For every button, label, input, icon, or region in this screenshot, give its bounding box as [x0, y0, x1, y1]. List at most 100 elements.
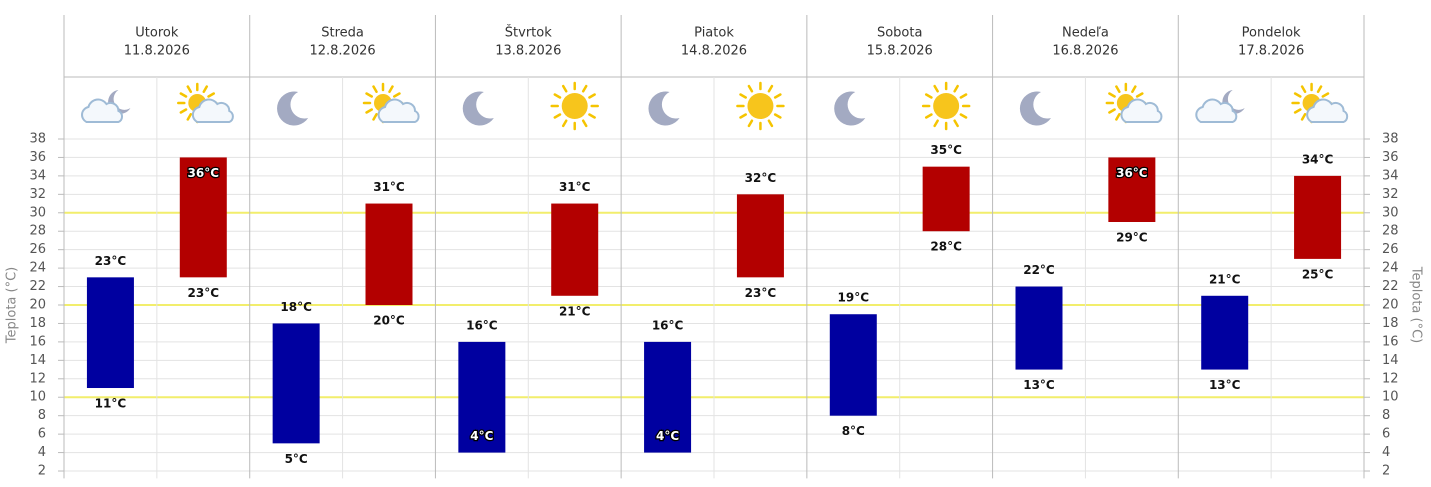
sun-ray	[959, 93, 968, 99]
value-label: 36°C	[188, 166, 220, 180]
sun-ray	[581, 84, 588, 93]
sun-ray	[747, 119, 754, 128]
value-label: 31°C	[373, 180, 405, 194]
value-label: 28°C	[930, 240, 962, 254]
value-label: 32°C	[745, 171, 777, 185]
sun-ray	[739, 113, 747, 119]
sun-ray	[588, 113, 596, 119]
y2-tick-label: 28	[1382, 224, 1399, 239]
sun-ray	[365, 92, 373, 98]
cloud	[377, 98, 420, 123]
sun-ray	[207, 92, 215, 98]
weather-icon	[81, 90, 131, 123]
y2-tick-label: 22	[1382, 279, 1399, 294]
y-tick-label: 30	[29, 205, 46, 220]
sun-ray	[773, 113, 782, 119]
value-label: 35°C	[930, 143, 962, 157]
range-bar	[1015, 286, 1063, 370]
moon	[1019, 91, 1051, 126]
value-label: 11°C	[95, 397, 127, 411]
value-label: 21°C	[559, 304, 591, 318]
sun-ray	[773, 93, 782, 99]
weather-icon	[462, 91, 494, 126]
value-label: 23°C	[188, 286, 220, 300]
value-label: 29°C	[1116, 230, 1148, 244]
y-tick-label: 36	[29, 150, 46, 165]
sun-ray	[186, 85, 193, 93]
day-date: 13.8.2026	[495, 44, 561, 59]
day-date: 12.8.2026	[309, 44, 375, 59]
y-tick-label: 32	[29, 187, 46, 202]
value-label: 20°C	[373, 314, 405, 328]
day-name: Streda	[321, 26, 364, 41]
range-bar	[272, 323, 320, 444]
sun-ray	[933, 84, 939, 93]
moon	[462, 91, 494, 126]
weather-icon	[1291, 82, 1349, 124]
weather-icon	[1195, 90, 1245, 123]
sun-ray	[393, 92, 401, 98]
y-tick-label: 12	[29, 371, 46, 386]
sun-ray	[372, 113, 378, 121]
value-label: 21°C	[1209, 272, 1241, 286]
y-tick-label: 8	[38, 408, 46, 423]
weather-icon	[921, 81, 971, 131]
y-tick-label: 28	[29, 224, 46, 239]
day-date: 14.8.2026	[681, 44, 747, 59]
sun-ray	[1115, 113, 1121, 121]
range-bar	[644, 341, 692, 453]
range-bar	[551, 203, 599, 296]
value-label: 22°C	[1023, 263, 1055, 277]
y2-tick-label: 30	[1382, 205, 1399, 220]
y2-tick-label: 26	[1382, 242, 1399, 257]
value-label: 31°C	[559, 180, 591, 194]
sun-ray	[739, 93, 747, 99]
y-tick-label: 34	[29, 168, 46, 183]
cloud	[191, 98, 234, 123]
sun-ray	[202, 85, 209, 93]
sun	[747, 93, 774, 119]
sun-ray	[1293, 108, 1302, 114]
weather-icon	[1019, 91, 1051, 126]
value-label: 16°C	[466, 318, 498, 332]
value-label: 4°C	[470, 429, 493, 443]
y2-tick-label: 34	[1382, 168, 1399, 183]
range-bar	[1108, 157, 1156, 222]
value-label: 23°C	[745, 286, 777, 300]
sun-ray	[924, 93, 933, 99]
y-tick-label: 6	[38, 427, 46, 442]
sun-ray	[767, 84, 774, 93]
y2-tick-label: 32	[1382, 187, 1399, 202]
y-axis-title: Teplota (°C)	[5, 267, 20, 344]
day-name: Pondelok	[1242, 26, 1301, 41]
day-name: Piatok	[694, 26, 734, 41]
y-tick-label: 4	[38, 445, 46, 460]
y2-tick-label: 6	[1382, 427, 1390, 442]
y-tick-label: 2	[38, 464, 46, 479]
sun-ray	[1293, 92, 1302, 98]
value-label: 16°C	[652, 318, 684, 332]
sun-ray	[747, 84, 754, 93]
sun-ray	[924, 113, 933, 119]
sun-ray	[365, 108, 373, 114]
value-label: 18°C	[280, 300, 312, 314]
value-label: 8°C	[842, 424, 865, 438]
weather-icon	[277, 91, 309, 126]
sun-ray	[388, 85, 394, 93]
cloud	[1306, 98, 1349, 123]
sun-ray	[1300, 85, 1307, 93]
value-label: 13°C	[1209, 378, 1241, 392]
range-bar	[1294, 175, 1342, 259]
day-date: 16.8.2026	[1052, 44, 1118, 59]
value-label: 5°C	[285, 452, 308, 466]
y2-tick-label: 4	[1382, 445, 1390, 460]
y2-tick-label: 8	[1382, 408, 1390, 423]
weather-icon	[736, 81, 785, 131]
sun-ray	[179, 108, 188, 114]
weather-icon	[834, 91, 866, 126]
y2-tick-label: 36	[1382, 150, 1399, 165]
sun	[933, 93, 960, 119]
cloud	[1195, 98, 1238, 123]
y2-tick-label: 10	[1382, 390, 1399, 405]
